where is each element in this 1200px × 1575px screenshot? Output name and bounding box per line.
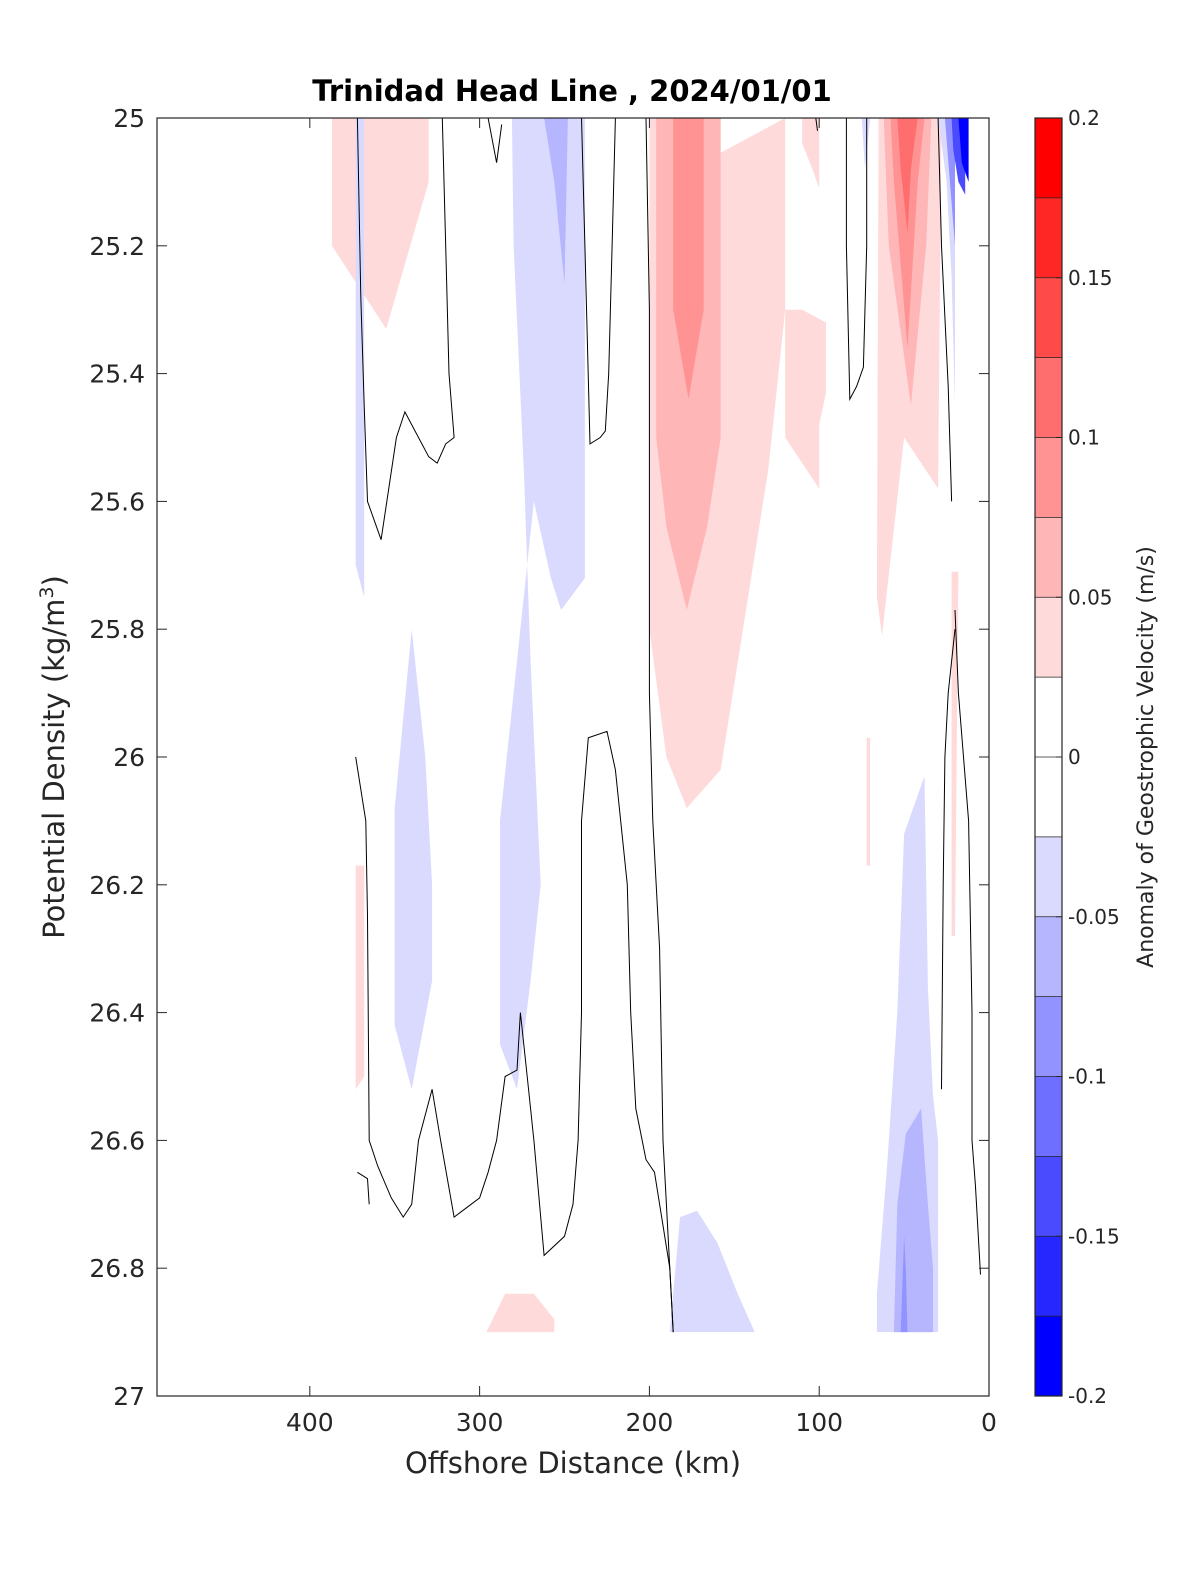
colorbar-level <box>1035 836 1062 917</box>
region-neg-06 <box>669 1210 755 1333</box>
colorbar: 0.2 0.15 0.1 0.05 0 -0.05 -0.1 -0.15 -0.2 Anomal… <box>1034 106 1159 1408</box>
zero-contour-c-06 <box>845 118 868 402</box>
colorbar-level <box>1035 357 1062 438</box>
zero-contour-c-08 <box>355 730 674 1333</box>
colorbar-level <box>1035 277 1062 358</box>
y-tick-label: 25.4 <box>89 360 145 389</box>
colorbar-ticks: 0.2 0.15 0.1 0.05 0 -0.05 -0.1 -0.15 -0.2 <box>1056 106 1120 1408</box>
colorbar-level <box>1035 677 1062 757</box>
y-tick-label: 25.8 <box>89 615 145 644</box>
y-tick-label: 26.4 <box>89 999 145 1028</box>
region-pos-13 <box>486 1293 555 1333</box>
x-axis-label: Offshore Distance (km) <box>405 1446 741 1480</box>
y-tick-label: 26.6 <box>89 1126 145 1155</box>
y-axis-label: Potential Density (kg/m3) <box>36 575 71 939</box>
colorbar-tick-label: 0 <box>1068 745 1081 769</box>
x-tick-label: 0 <box>981 1408 997 1437</box>
zero-contour-c-09 <box>357 1171 370 1205</box>
colorbar-level <box>1035 1156 1062 1237</box>
region-neg-05 <box>861 118 871 170</box>
colorbar-label: Anomaly of Geostrophic Velocity (m/s) <box>1134 546 1159 968</box>
y-tick-label: 26 <box>113 743 145 772</box>
colorbar-level <box>1035 437 1062 518</box>
y-axis-label-superscript: 3 <box>36 586 58 598</box>
x-tick-label: 300 <box>456 1408 504 1437</box>
colorbar-tick-label: 0.1 <box>1068 426 1100 450</box>
chart-title: Trinidad Head Line , 2024/01/01 <box>312 74 832 108</box>
y-tick-label: 26.2 <box>89 871 145 900</box>
colorbar-level <box>1035 916 1062 997</box>
region-neg-02 <box>500 118 585 1090</box>
region-pos-09 <box>897 118 918 233</box>
colorbar-levels <box>1035 117 1062 1396</box>
zero-contour-c-02 <box>487 117 503 163</box>
region-pos-11 <box>866 737 871 866</box>
region-pos-05 <box>802 118 820 189</box>
zero-contour-c-07 <box>937 117 953 502</box>
y-axis-label-close: ) <box>37 575 71 586</box>
colorbar-tick-label: -0.05 <box>1068 905 1120 929</box>
region-neg-13 <box>958 118 969 182</box>
colorbar-level <box>1035 517 1062 598</box>
region-neg-03 <box>544 118 568 285</box>
region-pos-12 <box>355 865 365 1090</box>
y-tick-label: 25 <box>113 104 145 133</box>
x-tick-label: 400 <box>286 1408 334 1437</box>
zero-contour-c-04 <box>645 117 674 1333</box>
region-pos-04 <box>673 118 704 400</box>
colorbar-level <box>1035 996 1062 1077</box>
plot-area: 400 300 200 100 0 25 25.2 25.4 25.6 25.8 26 26.2 26… <box>89 104 997 1437</box>
zero-contour-c-11 <box>954 609 981 1275</box>
x-tick-label: 100 <box>795 1408 843 1437</box>
colorbar-tick-label: 0.05 <box>1068 585 1113 609</box>
y-tick-label: 26.8 <box>89 1254 145 1283</box>
colorbar-level <box>1035 757 1062 837</box>
zero-contour-c-01 <box>356 117 455 540</box>
region-neg-11 <box>944 118 955 246</box>
colorbar-level <box>1035 197 1062 278</box>
y-tick-label: 27 <box>113 1382 145 1411</box>
region-neg-01 <box>355 118 365 598</box>
zero-contour-c-10 <box>941 629 956 1090</box>
x-tick-label: 200 <box>626 1408 674 1437</box>
zero-contour-layer <box>355 117 981 1333</box>
colorbar-level <box>1035 1076 1062 1157</box>
colorbar-tick-label: 0.2 <box>1068 106 1100 130</box>
colorbar-tick-label: -0.15 <box>1068 1224 1120 1248</box>
x-axis-ticks: 400 300 200 100 0 <box>286 118 997 1437</box>
zero-contour-c-05 <box>815 117 818 131</box>
y-axis-ticks: 25 25.2 25.4 25.6 25.8 26 26.2 26.4 26.6 26.8 27 <box>89 104 989 1411</box>
y-tick-label: 25.2 <box>89 232 145 261</box>
colorbar-level <box>1035 597 1062 678</box>
region-neg-04 <box>394 629 433 1090</box>
colorbar-tick-label: -0.2 <box>1068 1384 1107 1408</box>
colorbar-level <box>1035 118 1062 198</box>
colorbar-tick-label: -0.1 <box>1068 1065 1107 1089</box>
region-neg-09 <box>900 1236 908 1333</box>
filled-contour-layer <box>331 118 969 1333</box>
colorbar-tick-label: 0.15 <box>1068 266 1113 290</box>
y-tick-label: 25.6 <box>89 487 145 516</box>
colorbar-level <box>1035 1316 1062 1396</box>
colorbar-level <box>1035 1236 1062 1317</box>
zero-contour-c-03 <box>581 117 616 445</box>
y-axis-label-main: Potential Density (kg/m <box>37 599 71 939</box>
